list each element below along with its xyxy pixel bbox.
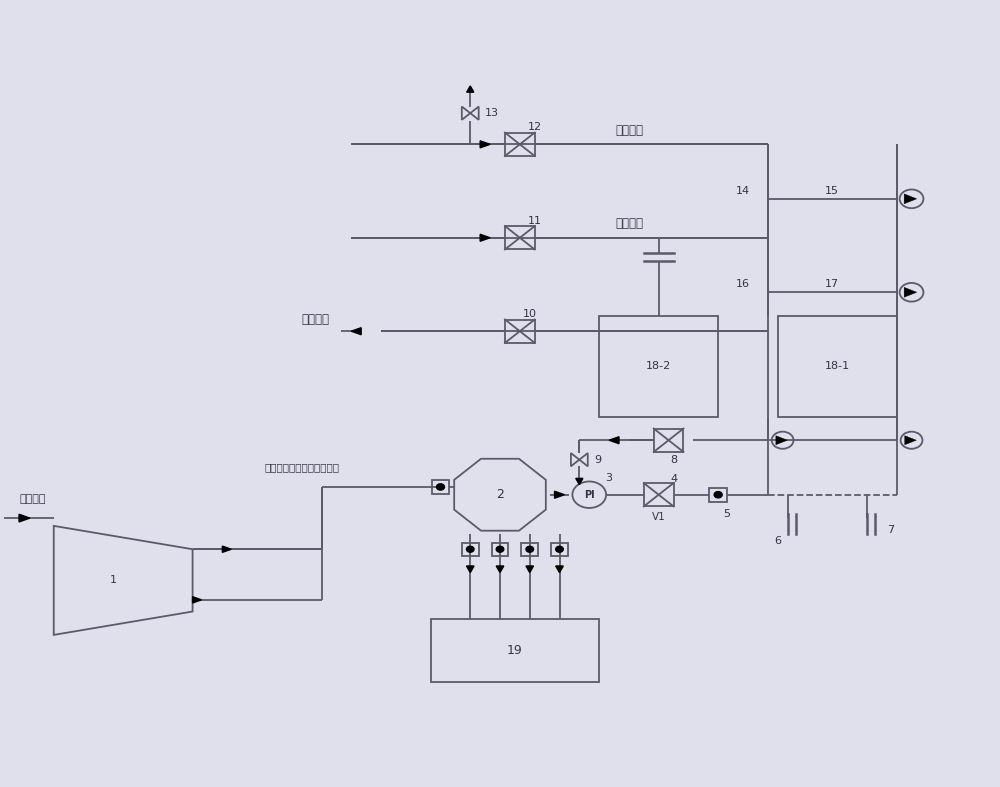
Text: 12: 12 <box>528 122 542 132</box>
Bar <box>521 542 538 556</box>
Text: 6: 6 <box>774 537 781 546</box>
Bar <box>551 542 568 556</box>
Circle shape <box>466 546 474 552</box>
Text: 富余氮气: 富余氮气 <box>19 493 46 504</box>
Polygon shape <box>905 436 916 445</box>
Text: V1: V1 <box>652 512 666 522</box>
Bar <box>432 480 449 494</box>
Polygon shape <box>496 566 504 573</box>
Text: 10: 10 <box>523 309 537 319</box>
Text: 7: 7 <box>887 525 894 535</box>
Circle shape <box>556 546 563 552</box>
Polygon shape <box>556 566 563 573</box>
Bar <box>778 316 897 417</box>
Polygon shape <box>904 287 917 297</box>
Bar <box>644 483 674 506</box>
Text: 9: 9 <box>594 455 601 464</box>
Bar <box>492 542 508 556</box>
Polygon shape <box>222 546 231 552</box>
Text: 进低压板式换热器低压空气: 进低压板式换热器低压空气 <box>264 463 339 472</box>
Text: 8: 8 <box>670 455 677 464</box>
Polygon shape <box>351 327 361 334</box>
Text: 19: 19 <box>507 644 523 657</box>
Polygon shape <box>467 86 474 92</box>
Bar <box>505 226 535 249</box>
Polygon shape <box>576 478 583 485</box>
Text: 3: 3 <box>606 473 613 482</box>
Circle shape <box>496 546 504 552</box>
Text: 13: 13 <box>485 108 499 118</box>
Text: 16: 16 <box>736 279 750 290</box>
Bar <box>709 488 727 502</box>
Polygon shape <box>466 566 474 573</box>
Text: 14: 14 <box>736 186 750 196</box>
Text: 15: 15 <box>825 186 839 196</box>
Text: 18-2: 18-2 <box>646 361 671 371</box>
Polygon shape <box>776 436 787 445</box>
Bar <box>462 542 479 556</box>
Circle shape <box>436 484 445 490</box>
Polygon shape <box>609 437 619 444</box>
Bar <box>505 320 535 343</box>
Text: 1: 1 <box>110 575 117 586</box>
Polygon shape <box>480 141 490 148</box>
Circle shape <box>526 546 534 552</box>
Polygon shape <box>193 597 202 603</box>
Text: 膨胀空气: 膨胀空气 <box>615 217 643 231</box>
Circle shape <box>714 492 722 498</box>
Bar <box>599 316 718 417</box>
Text: 5: 5 <box>723 509 730 519</box>
Text: 11: 11 <box>528 216 542 226</box>
Polygon shape <box>904 194 917 204</box>
Text: 17: 17 <box>825 279 839 290</box>
Text: 2: 2 <box>496 488 504 501</box>
Polygon shape <box>19 514 30 522</box>
Bar <box>431 619 599 682</box>
Text: 4: 4 <box>670 474 677 484</box>
Text: PI: PI <box>584 490 595 500</box>
Bar <box>505 133 535 156</box>
Bar <box>654 429 683 452</box>
Text: 去膨胀机: 去膨胀机 <box>302 313 330 326</box>
Polygon shape <box>526 566 534 573</box>
Text: 18-1: 18-1 <box>825 361 850 371</box>
Polygon shape <box>480 235 490 242</box>
Polygon shape <box>555 491 564 498</box>
Text: 高压空气: 高压空气 <box>615 124 643 137</box>
